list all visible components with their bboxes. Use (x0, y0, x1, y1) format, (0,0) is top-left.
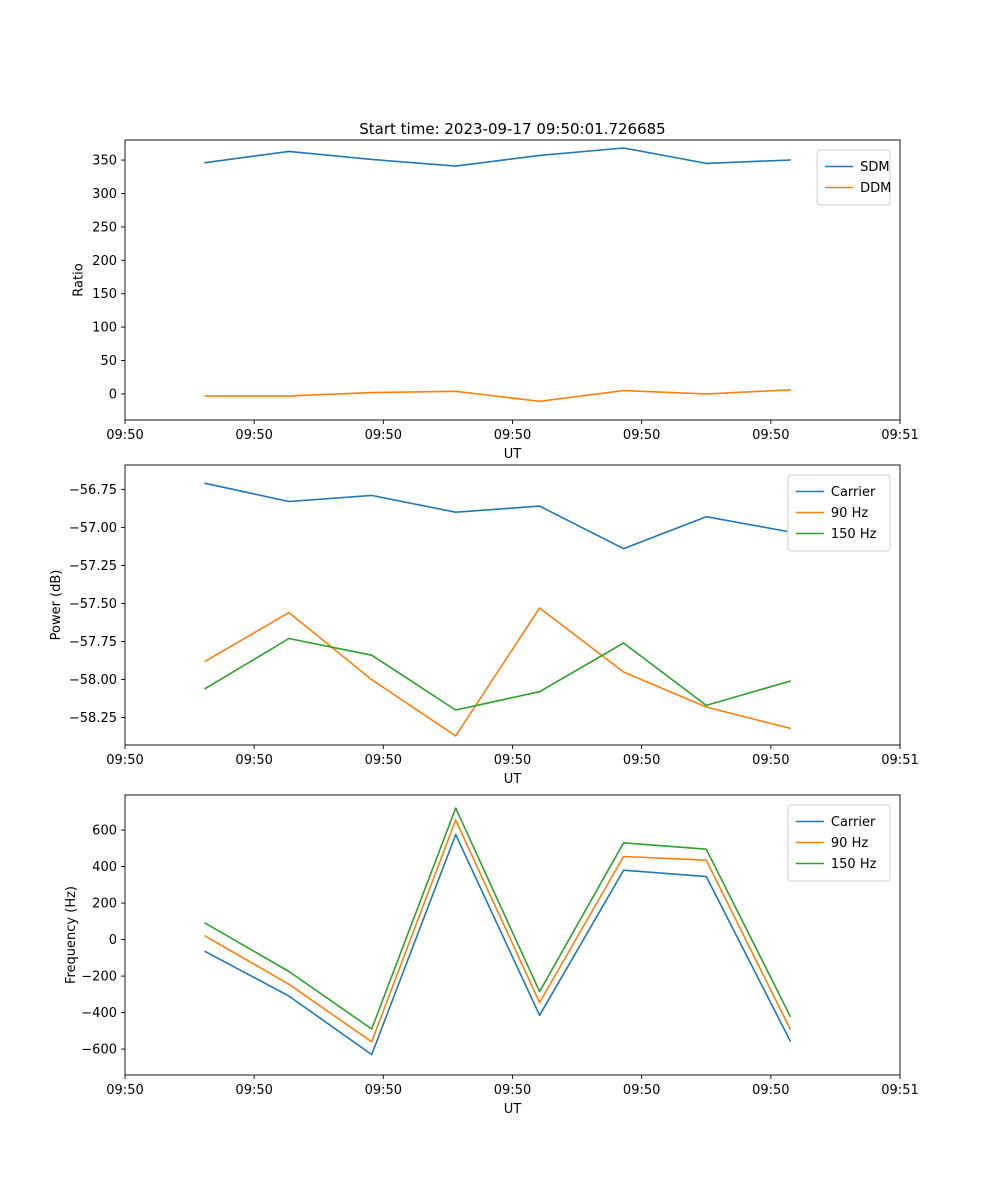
y-axis-label: Power (dB) (49, 570, 64, 641)
y-tick-label: −58.00 (69, 673, 117, 688)
x-tick-label: 09:50 (623, 1083, 660, 1098)
y-tick-label: 50 (100, 354, 117, 369)
y-tick-label: −57.00 (69, 521, 117, 536)
x-tick-label: 09:50 (365, 753, 402, 768)
y-tick-label: −600 (81, 1043, 117, 1058)
subplot-1: 09:50 09:50 09:50 09:50 09:50 09:50 09:51 0 50 10… (72, 139, 919, 462)
axes-frame (124, 794, 901, 1076)
y-tick-label: 100 (92, 321, 117, 336)
legend-entry-150-hz: 150 Hz (795, 527, 877, 542)
legend-entry-150-hz: 150 Hz (795, 857, 877, 872)
series-line-150-hz (204, 637, 792, 711)
y-tick-label: 0 (109, 387, 117, 402)
x-tick-label: 09:50 (235, 753, 272, 768)
x-tick-label: 09:50 (494, 753, 531, 768)
series-line-150-hz (204, 807, 792, 1030)
x-tick-label: 09:50 (494, 428, 531, 443)
subplot-3: 09:50 09:50 09:50 09:50 09:50 09:50 09:51 −600 −… (64, 794, 919, 1117)
legend: SDM DDM (816, 149, 891, 206)
legend-entry-90-hz: 90 Hz (795, 506, 868, 521)
legend-entry-carrier: Carrier (795, 485, 876, 500)
y-tick-label: 200 (92, 897, 117, 912)
y-tick-label: −57.25 (69, 559, 117, 574)
y-tick-label: 150 (92, 287, 117, 302)
legend-label-90-hz: 90 Hz (831, 836, 868, 851)
legend: Carrier 90 Hz 150 Hz (787, 804, 891, 882)
x-tick-label: 09:51 (881, 753, 918, 768)
y-tick-label: 600 (92, 824, 117, 839)
x-axis-label: UT (504, 772, 522, 787)
legend-label-90-hz: 90 Hz (831, 506, 868, 521)
x-tick-label: 09:50 (106, 753, 143, 768)
legend-entry-90-hz: 90 Hz (795, 836, 868, 851)
figure-title: Start time: 2023-09-17 09:50:01.726685 (359, 120, 666, 138)
x-tick-label: 09:50 (106, 428, 143, 443)
x-axis-label: UT (504, 447, 522, 462)
legend-entry-carrier: Carrier (795, 815, 876, 830)
legend-label-carrier: Carrier (831, 815, 876, 830)
x-tick-label: 09:51 (881, 428, 918, 443)
x-tick-label: 09:50 (235, 428, 272, 443)
y-tick-label: −56.75 (69, 483, 117, 498)
x-tick-label: 09:50 (494, 1083, 531, 1098)
x-tick-label: 09:50 (235, 1083, 272, 1098)
x-axis-label: UT (504, 1102, 522, 1117)
y-tick-label: −57.50 (69, 597, 117, 612)
series-line-sdm (204, 147, 792, 167)
y-tick-label: 0 (109, 933, 117, 948)
x-tick-label: 09:50 (365, 1083, 402, 1098)
y-tick-label: −400 (81, 1006, 117, 1021)
legend-label-150-hz: 150 Hz (831, 857, 877, 872)
legend-label-ddm: DDM (860, 181, 891, 196)
y-tick-label: 200 (92, 254, 117, 269)
legend-box (787, 804, 891, 882)
y-axis-label: Ratio (72, 263, 87, 296)
axes-frame (124, 139, 901, 421)
legend-box (816, 149, 891, 206)
x-tick-label: 09:51 (881, 1083, 918, 1098)
y-tick-label: 250 (92, 220, 117, 235)
x-tick-label: 09:50 (623, 753, 660, 768)
legend-label-carrier: Carrier (831, 485, 876, 500)
y-tick-label: −58.25 (69, 711, 117, 726)
y-tick-label: 350 (92, 154, 117, 169)
y-tick-label: −57.75 (69, 635, 117, 650)
series-line-90-hz (204, 607, 792, 737)
legend: Carrier 90 Hz 150 Hz (787, 474, 891, 552)
legend-label-150-hz: 150 Hz (831, 527, 877, 542)
legend-label-sdm: SDM (860, 160, 889, 175)
y-tick-label: −200 (81, 970, 117, 985)
legend-box (787, 474, 891, 552)
series-line-ddm (204, 389, 792, 403)
x-tick-label: 09:50 (752, 753, 789, 768)
y-tick-label: 300 (92, 187, 117, 202)
subplot-2: 09:50 09:50 09:50 09:50 09:50 09:50 09:51 −56.7… (49, 464, 919, 787)
legend-entry-ddm: DDM (825, 181, 891, 196)
x-tick-label: 09:50 (106, 1083, 143, 1098)
legend-entry-sdm: SDM (825, 160, 890, 175)
series-line-carrier (204, 482, 792, 550)
x-tick-label: 09:50 (623, 428, 660, 443)
x-tick-label: 09:50 (752, 428, 789, 443)
axes-frame (124, 464, 901, 746)
y-tick-label: 400 (92, 860, 117, 875)
series-line-90-hz (204, 819, 792, 1043)
x-tick-label: 09:50 (752, 1083, 789, 1098)
y-axis-label: Frequency (Hz) (64, 886, 79, 984)
x-tick-label: 09:50 (365, 428, 402, 443)
series-line-carrier (204, 833, 792, 1056)
